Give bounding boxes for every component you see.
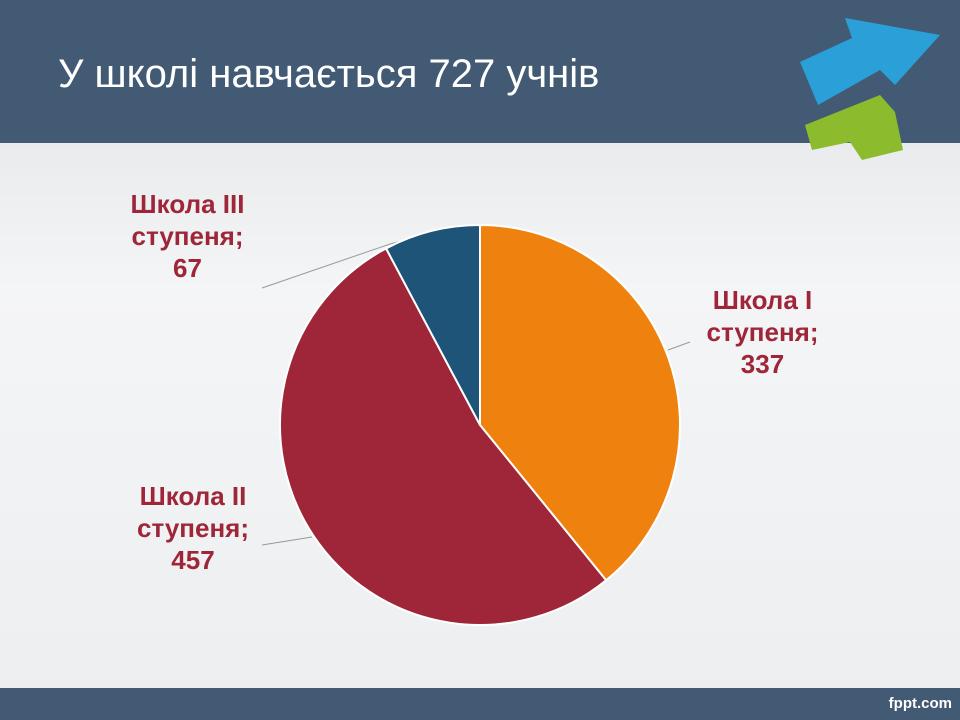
footer-band: fppt.com xyxy=(0,688,960,720)
data-label: Школа I ступеня; 337 xyxy=(690,284,835,380)
pie-slice xyxy=(279,247,608,626)
pie-slice xyxy=(479,223,681,582)
value-label: 337 xyxy=(740,349,785,379)
category-label: Школа II ступеня; xyxy=(137,481,249,543)
data-label: Школа III ступеня; 67 xyxy=(115,188,260,284)
data-label: Школа II ступеня; 457 xyxy=(118,480,268,576)
pie-slice xyxy=(384,223,481,426)
chart-title: У школі навчається 727 учнів xyxy=(58,52,600,96)
arrow-icon xyxy=(800,18,940,160)
value-label: 67 xyxy=(173,253,202,283)
category-label: Школа I ступеня; xyxy=(706,285,819,347)
header-band: У школі навчається 727 учнів xyxy=(0,0,960,143)
footer-text: fppt.com xyxy=(888,695,952,712)
category-label: Школа III ступеня; xyxy=(130,189,245,251)
value-label: 457 xyxy=(171,545,215,575)
